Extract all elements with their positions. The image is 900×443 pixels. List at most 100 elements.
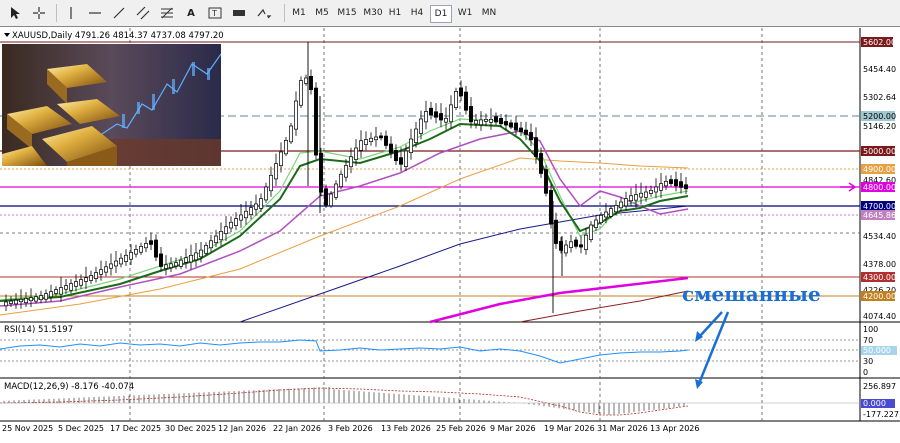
candle-body [154,239,158,258]
svg-text:13 Apr 2026: 13 Apr 2026 [650,424,699,433]
arrows-icon[interactable] [254,3,276,23]
tab-timeframe[interactable]: H1 [388,8,402,18]
candle-body [309,75,313,91]
arrow-right-icon [840,182,857,192]
candle-body [29,297,33,302]
trendline-icon[interactable] [110,3,128,23]
chart-window[interactable]: 5602.00 5454.40 5302.64 5200.00 5146.20 … [0,26,900,440]
candle-body [209,240,213,249]
candle-body [44,293,48,300]
fibonacci-icon[interactable] [158,3,176,23]
svg-text:0: 0 [863,368,868,377]
candle-body [549,190,553,225]
candle-body [589,224,593,240]
candle-body [559,240,563,251]
crosshair-icon[interactable] [30,3,48,23]
svg-text:256.897: 256.897 [863,382,896,391]
vertical-line-icon[interactable] [62,3,80,23]
candle-body [189,254,193,263]
tab-timeframe[interactable]: M30 [363,8,383,18]
candle-body [34,296,38,302]
svg-text:17 Dec 2025: 17 Dec 2025 [110,424,161,433]
date-axis: 25 Nov 2025 5 Dec 2025 17 Dec 2025 30 De… [2,424,699,433]
candle-body [319,152,323,193]
ma-violet-line [0,130,689,307]
cursor-icon[interactable] [6,3,24,23]
candle-body [224,226,228,234]
candle-body [494,116,498,123]
rsi-line [0,339,689,364]
svg-text:50.000: 50.000 [863,346,891,355]
svg-text:0.000: 0.000 [863,399,886,408]
svg-text:25 Feb 2026: 25 Feb 2026 [436,424,486,433]
candle-body [609,208,613,217]
text-label-icon[interactable]: T [206,3,224,23]
candle-body [604,211,608,218]
candle-body [329,193,333,207]
tab-timeframe[interactable]: MN [481,8,497,18]
price-scale: 5602.00 5454.40 5302.64 5200.00 5146.20 … [861,37,896,321]
horizontal-line-icon[interactable] [86,3,104,23]
rectangle-icon[interactable] [230,3,248,23]
price-label: 5454.40 [863,65,896,74]
tab-timeframe[interactable]: M5 [315,8,329,18]
candle-body [384,135,388,146]
price-label: 4300.00 [863,273,896,282]
candle-body [464,91,468,111]
ma-lightgreen-line [0,118,689,301]
candle-body [159,253,163,267]
price-label: 4226.20 [863,286,896,295]
candle-body [94,272,98,279]
candle-body [524,129,528,135]
candle-body [74,281,78,287]
svg-text:30: 30 [863,357,873,366]
tab-timeframe-active[interactable]: D1 [430,5,452,23]
candle-body [39,295,43,301]
tab-timeframe[interactable]: M15 [337,8,357,18]
text-icon[interactable]: A [187,7,195,19]
candle-body [454,91,458,108]
price-label: 5146.20 [863,122,896,131]
candle-body [469,106,473,123]
svg-text:-177.227: -177.227 [863,410,899,419]
svg-text:12 Jan 2026: 12 Jan 2026 [218,424,266,433]
candle-body [554,219,558,244]
candle-body [284,139,288,155]
candle-body [404,150,408,167]
candle-body [399,157,403,165]
candle-body [119,257,123,265]
candle-body [394,150,398,162]
svg-text:70: 70 [863,336,873,345]
candle-body [54,289,58,294]
candle-body [124,254,128,262]
candle-body [314,87,318,156]
candle-body [14,299,18,305]
tab-timeframe[interactable]: H4 [410,8,424,18]
candle-body [479,119,483,126]
candle-body [24,298,28,303]
svg-text:100: 100 [863,325,878,334]
toolbar: A T M1 M5 M15 M30 H1 H4 D1 W1 MN [0,0,900,27]
candle-body [259,198,263,209]
candle-body [584,234,588,250]
tab-timeframe[interactable]: W1 [457,8,473,18]
candle-body [364,139,368,145]
price-label: 5000.00 [863,147,896,156]
candle-body [369,137,373,143]
annotation-label: смешанные [682,282,821,306]
svg-text:19 Mar 2026: 19 Mar 2026 [544,424,595,433]
gold-bars-image [2,44,221,166]
candle-body [129,252,133,260]
ma-magenta-thick [429,276,689,324]
candle-body [429,107,433,116]
candle-body [174,262,178,267]
candle-body [564,244,568,254]
price-chart[interactable]: 5602.00 5454.40 5302.64 5200.00 5146.20 … [0,27,900,440]
channel-icon[interactable] [134,3,152,23]
svg-text:13 Feb 2026: 13 Feb 2026 [381,424,431,433]
candle-body [374,136,378,141]
tab-timeframe[interactable]: M1 [292,8,306,18]
candle-body [339,173,343,188]
candle-body [344,165,348,178]
candle-body [519,127,523,133]
